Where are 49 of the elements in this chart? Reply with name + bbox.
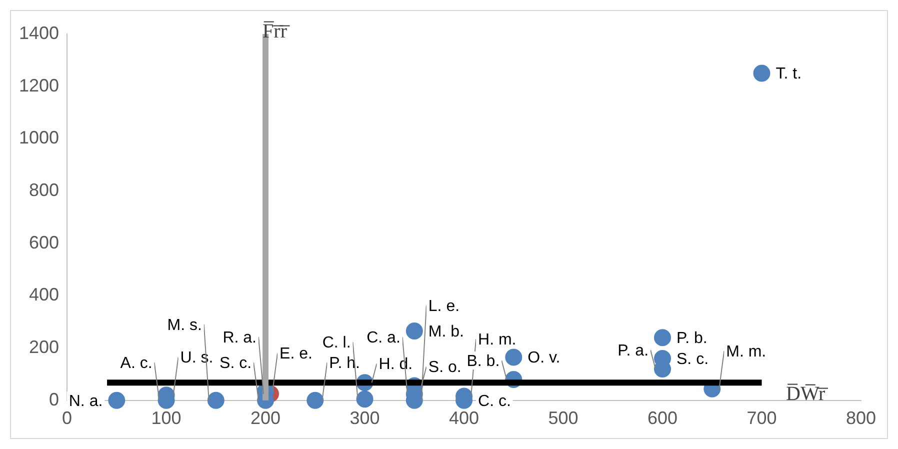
x-tick-label: 400 [449, 408, 480, 428]
y-tick-label: 0 [49, 389, 60, 410]
y-tick-label: 1400 [18, 22, 60, 43]
y-tick-label: 400 [28, 284, 60, 305]
annotation: M. b. [428, 323, 464, 340]
x-tick-label: 700 [746, 408, 777, 428]
annotation: M. m. [726, 343, 766, 360]
annotation: A. c. [120, 354, 152, 372]
point [406, 322, 423, 340]
x-tick-label: 500 [548, 408, 578, 428]
annotation: T. t. [776, 66, 802, 83]
y-tick-label: 200 [28, 337, 60, 358]
annotation: R. a. [222, 329, 256, 346]
annotation: B. b. [466, 352, 500, 370]
annotation: P. b. [676, 330, 708, 347]
ref-line-label: D̅W̅r̅ [786, 382, 829, 405]
y-tick-label: 600 [28, 232, 60, 252]
annotation: H. d. [378, 356, 413, 374]
y-tick-label: 1000 [18, 128, 60, 148]
point [108, 392, 126, 409]
annotation: N. a. [68, 392, 103, 410]
annotation: P. a. [618, 342, 649, 360]
point [505, 348, 522, 366]
annotation: P. h. [329, 354, 360, 372]
annotation: C. l. [322, 334, 351, 352]
y-tick-label: 1200 [18, 75, 60, 96]
annotation: S. o. [428, 359, 462, 376]
annotation: S. c. [220, 354, 252, 372]
point [306, 392, 324, 409]
x-tick-label: 300 [350, 408, 380, 428]
x-tick-label: 100 [151, 408, 182, 428]
annotation: O. v. [528, 350, 560, 367]
annotation: E. e. [280, 346, 312, 363]
annotation: H. m. [478, 332, 516, 349]
annotation: C. a. [366, 330, 400, 347]
x-tick-label: 0 [62, 408, 72, 428]
annotation: C. c. [478, 392, 511, 410]
annotation: L. e. [428, 298, 460, 315]
ref-line-label: F̅r̅r̅ [262, 20, 291, 42]
x-tick-label: 200 [250, 408, 281, 428]
x-tick-label: 600 [647, 408, 678, 428]
point [654, 329, 672, 346]
point [753, 64, 770, 82]
annotation: S. c. [676, 350, 709, 368]
point [207, 392, 224, 409]
point [356, 390, 374, 408]
y-tick-label: 800 [28, 180, 60, 200]
annotation: M. s. [167, 316, 202, 334]
x-tick-label: 800 [846, 408, 876, 428]
